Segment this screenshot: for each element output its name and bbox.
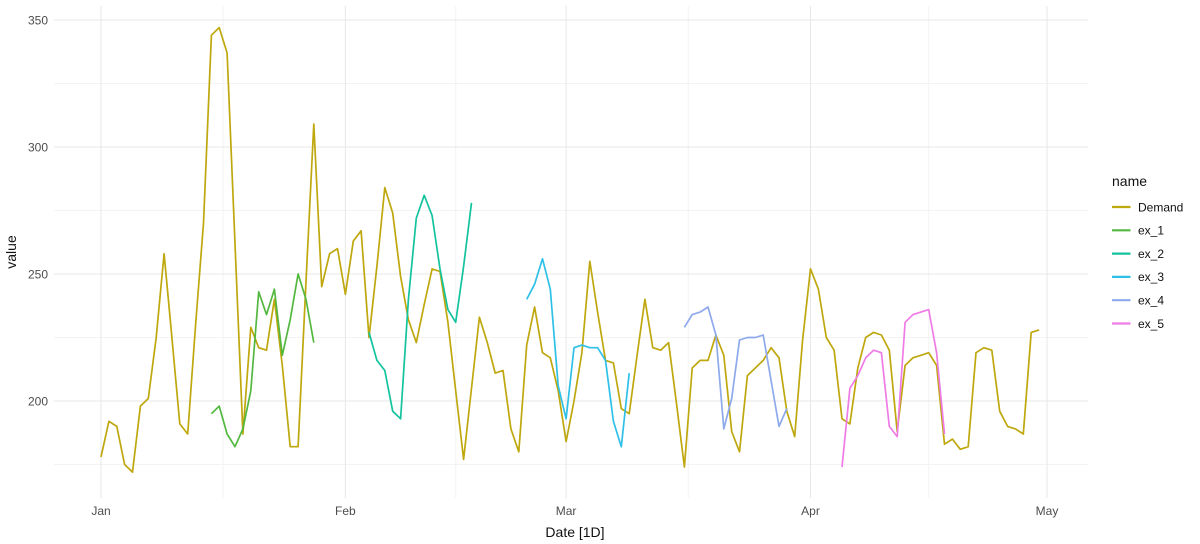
legend-title: name [1112,173,1147,189]
x-tick-label: Jan [91,504,110,518]
legend-label-ex_2: ex_2 [1138,247,1164,261]
legend-label-ex_5: ex_5 [1138,317,1164,331]
legend-label-Demand: Demand [1138,200,1183,214]
x-tick-labels: Jan Feb Mar Apr May [91,504,1058,518]
y-tick-labels: 200 250 300 350 [28,13,48,408]
series-line-ex_4 [683,306,788,430]
gridlines-minor [54,6,1088,498]
legend-label-ex_4: ex_4 [1138,294,1164,308]
y-tick-label: 300 [28,140,48,154]
series-lines [100,26,1040,473]
legend: name Demand ex_1 ex_2 ex_3 ex_4 ex_5 [1112,173,1183,331]
x-axis-title: Date [1D] [545,524,604,540]
legend-label-ex_3: ex_3 [1138,270,1164,284]
series-line-Demand [100,26,1040,473]
x-tick-label: Mar [556,504,577,518]
gridlines-major [54,6,1088,498]
y-tick-label: 200 [28,394,48,408]
series-line-ex_2 [368,194,473,420]
x-tick-label: Feb [335,504,356,518]
x-tick-label: Apr [801,504,820,518]
series-line-ex_3 [525,257,631,448]
x-tick-label: May [1036,504,1059,518]
y-tick-label: 350 [28,13,48,27]
legend-items: Demand ex_1 ex_2 ex_3 ex_4 ex_5 [1112,200,1183,331]
series-line-ex_5 [841,308,946,468]
y-tick-label: 250 [28,267,48,281]
series-line-ex_1 [210,273,315,448]
y-axis-title: value [3,235,19,269]
legend-label-ex_1: ex_1 [1138,224,1164,238]
